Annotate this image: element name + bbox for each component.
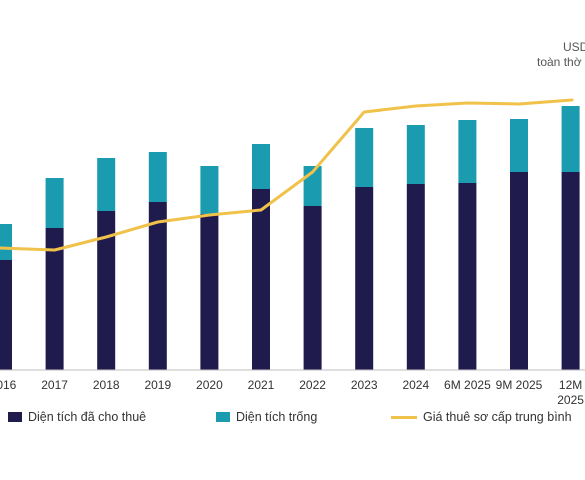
- x-tick-labels: 2016 2017 2018 2019 2020 2021 2022 2023 2024 6M 2…: [0, 378, 584, 407]
- legend-item-rent: Giá thuê sơ cấp trung bình: [391, 410, 572, 424]
- bar-vacant-4: [200, 166, 219, 214]
- bar-vacant-8: [406, 125, 425, 184]
- bar-leased-4: [200, 214, 219, 370]
- bar-vacant-5: [252, 144, 270, 189]
- chart-legend: Diện tích đã cho thuê Diện tích trống Gi…: [0, 410, 585, 428]
- bar-leased-7: [355, 187, 374, 370]
- bar-leased-1: [45, 228, 64, 370]
- x-tick-label-9: 6M 2025: [444, 378, 491, 392]
- legend-label-rent: Giá thuê sơ cấp trung bình: [423, 410, 572, 424]
- unit-label-line-1: USD: [563, 40, 585, 54]
- x-tick-label-10: 9M 2025: [496, 378, 543, 392]
- bar-leased-2: [97, 211, 116, 370]
- x-tick-label-11: 12M 2025: [557, 378, 584, 407]
- legend-swatch-vacant: [216, 412, 230, 422]
- unit-label-line-2: toàn thờ: [537, 55, 582, 69]
- bar-leased-9: [458, 183, 477, 370]
- series-line-primary-rent: [0, 98, 574, 252]
- legend-item-leased: Diện tích đã cho thuê: [8, 410, 146, 424]
- bar-vacant-10: [510, 119, 528, 172]
- bar-vacant-1: [45, 178, 64, 228]
- bar-leased-6: [303, 206, 322, 370]
- bar-leased-10: [510, 172, 528, 370]
- x-tick-label-2: 2018: [93, 378, 120, 392]
- legend-item-vacant: Diện tích trống: [216, 410, 317, 424]
- x-tick-label-5: 2021: [248, 378, 275, 392]
- x-tick-label-4: 2020: [196, 378, 223, 392]
- bar-leased-3: [148, 202, 167, 370]
- bar-vacant-2: [97, 158, 116, 211]
- bar-leased-5: [252, 189, 270, 370]
- bar-vacant-7: [355, 128, 374, 187]
- x-tick-label-7: 2023: [351, 378, 378, 392]
- x-tick-label-8: 2024: [402, 378, 429, 392]
- x-tick-label-0: 2016: [0, 378, 17, 392]
- unit-label: USD toàn thờ: [537, 40, 585, 69]
- legend-swatch-leased: [8, 412, 22, 422]
- x-tick-label-6: 2022: [299, 378, 326, 392]
- x-tick-label-1: 2017: [41, 378, 68, 392]
- legend-label-leased: Diện tích đã cho thuê: [28, 410, 147, 424]
- bar-vacant-3: [148, 152, 167, 202]
- bar-vacant-11: [561, 106, 580, 172]
- bar-vacant-9: [458, 120, 477, 183]
- bar-vacant-0: [0, 224, 12, 260]
- bar-layer: [0, 106, 580, 370]
- bar-leased-11: [561, 172, 580, 370]
- x-tick-label-3: 2019: [144, 378, 171, 392]
- legend-label-vacant: Diện tích trống: [236, 410, 318, 424]
- legend-swatch-rent: [391, 415, 417, 419]
- bar-leased-0: [0, 260, 12, 370]
- bar-leased-8: [406, 184, 425, 370]
